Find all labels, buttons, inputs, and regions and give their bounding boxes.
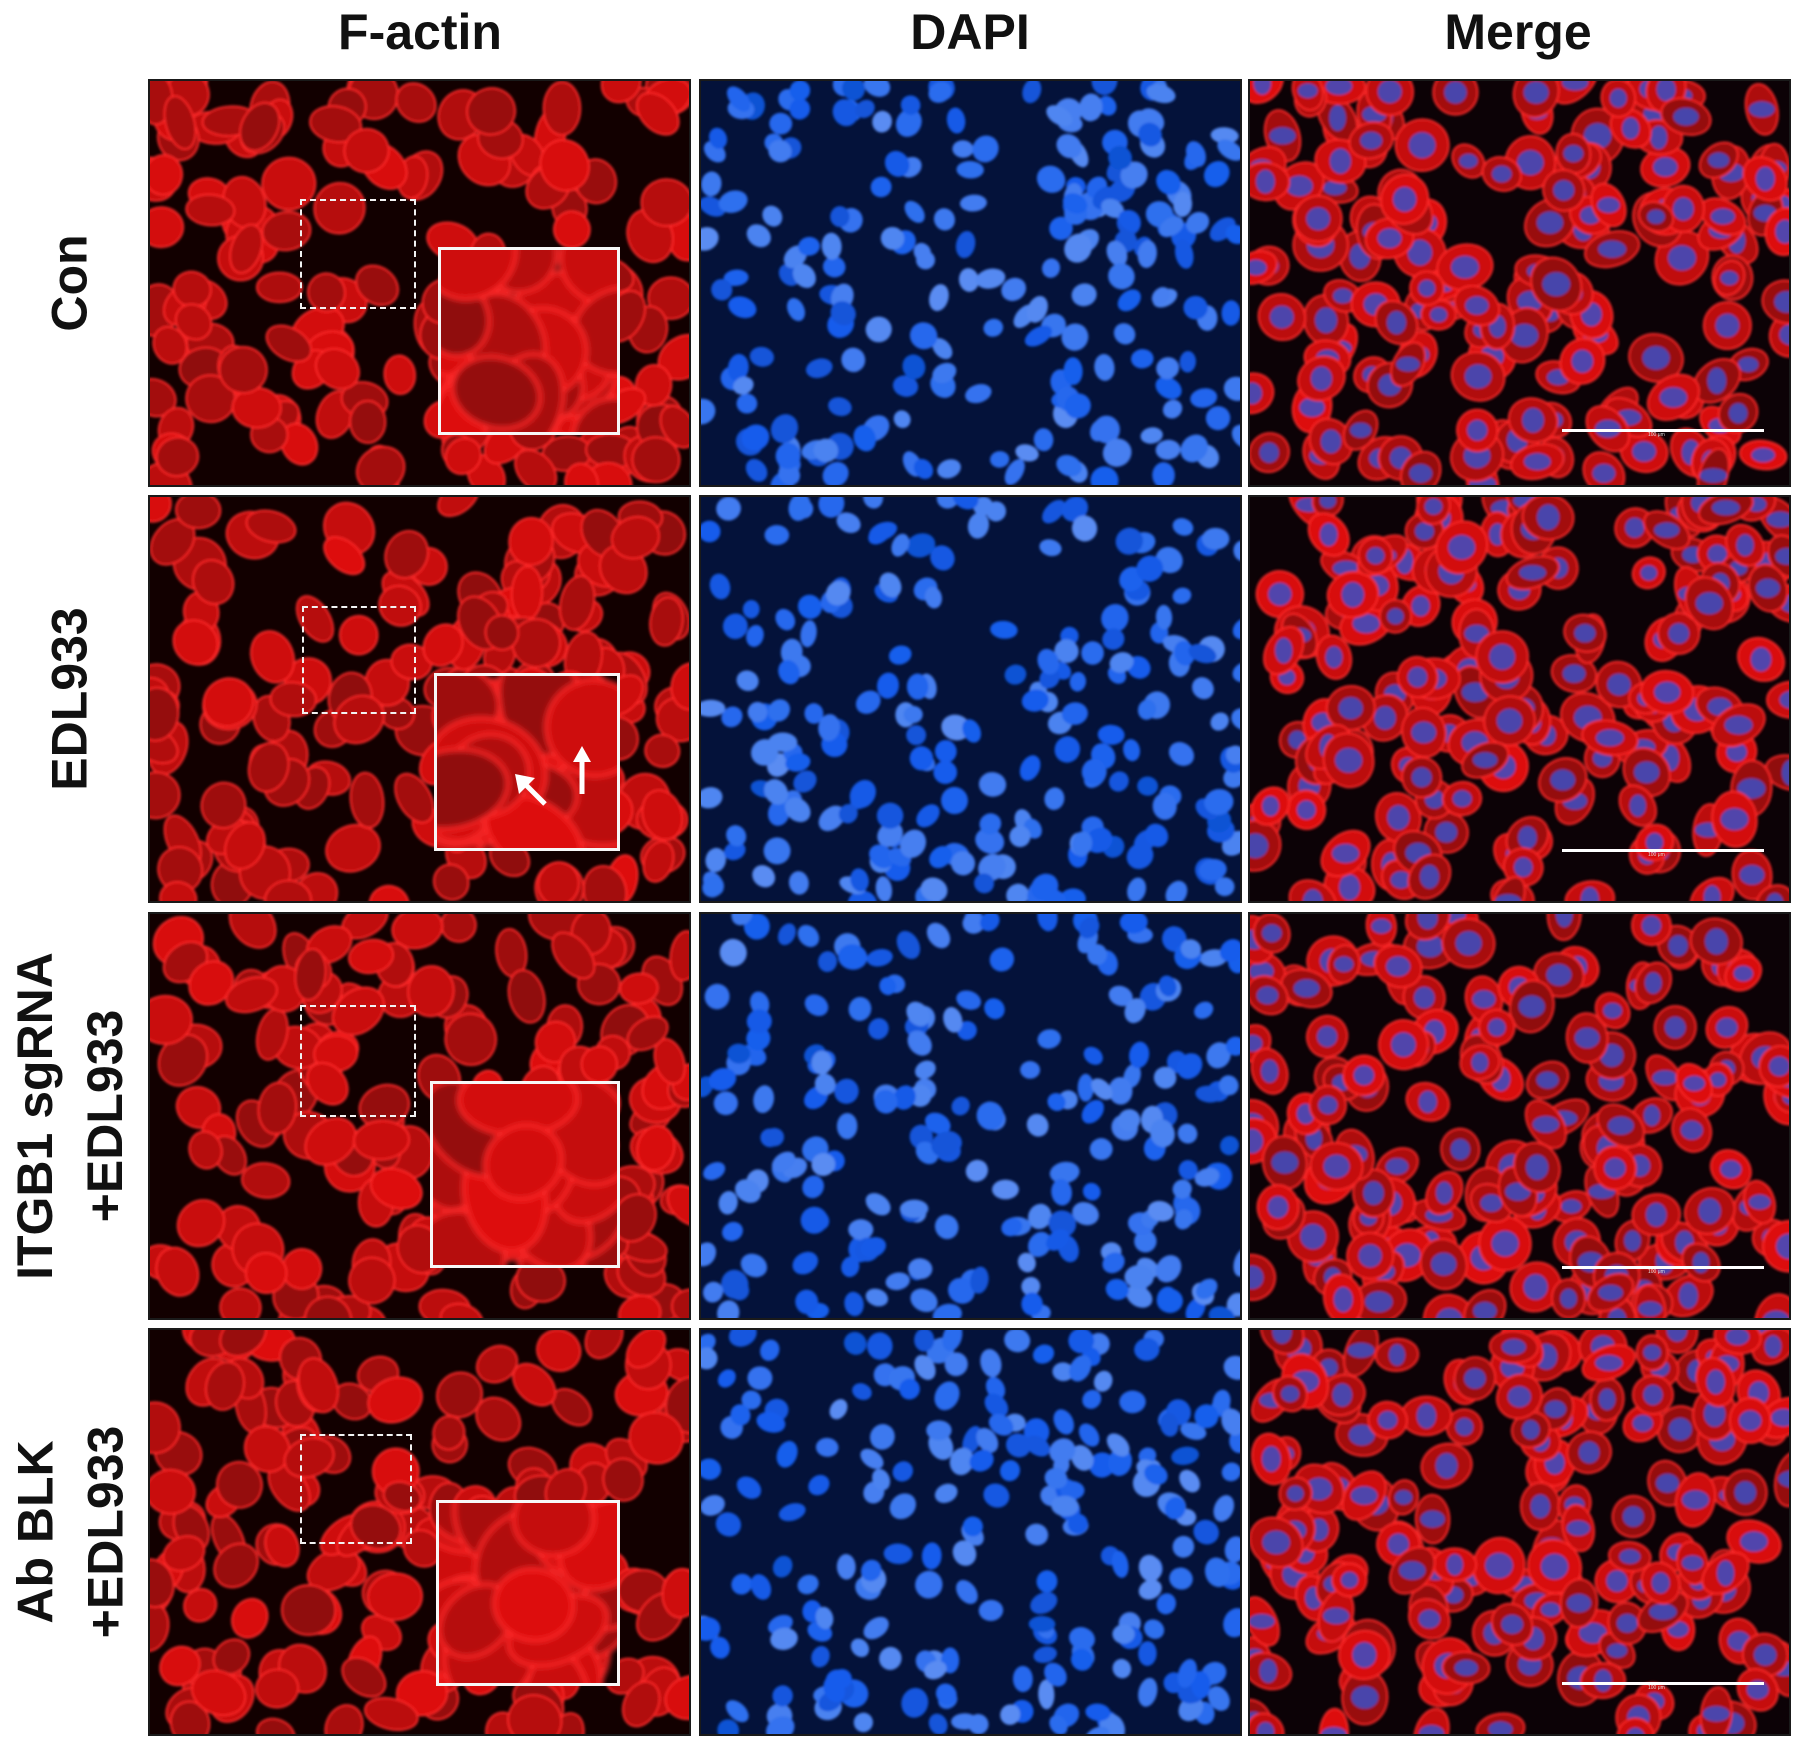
micrograph-merge — [1250, 914, 1789, 1318]
scale-bar-label: 100 μm — [1648, 852, 1665, 858]
panel-dapi-row-1 — [699, 79, 1242, 487]
inset-micrograph — [439, 1503, 617, 1683]
row-label-ab-blk-edl933: Ab BLK +EDL933 — [0, 1328, 140, 1736]
inset-micrograph — [437, 676, 617, 848]
column-title-dapi: DAPI — [910, 4, 1030, 60]
arrow-icon — [573, 746, 591, 794]
row-label-line: +EDL933 — [77, 1425, 133, 1639]
row-label-con: Con — [0, 79, 140, 487]
micrograph-dapi — [701, 497, 1240, 901]
zoom-inset — [430, 1081, 620, 1268]
inset-micrograph — [433, 1084, 617, 1265]
zoom-region-box — [300, 199, 416, 309]
zoom-region-box — [300, 1434, 412, 1544]
scale-bar — [1562, 1682, 1764, 1685]
zoom-region-box — [300, 1005, 416, 1117]
micrograph-factin — [150, 914, 689, 1318]
micrograph-dapi — [701, 81, 1240, 485]
micrograph-merge — [1250, 497, 1789, 901]
zoom-inset — [434, 673, 620, 851]
scale-bar-label: 100 μm — [1648, 1685, 1665, 1691]
zoom-inset — [436, 1500, 620, 1686]
row-label-line: EDL933 — [42, 607, 98, 791]
panel-merge-row-2 — [1248, 495, 1791, 903]
panel-factin-row-3 — [148, 912, 691, 1320]
column-title-factin: F-actin — [338, 4, 502, 60]
panel-dapi-row-4 — [699, 1328, 1242, 1736]
row-label-line: +EDL933 — [77, 1009, 133, 1223]
row-label-line: Con — [41, 234, 98, 332]
panel-dapi-row-2 — [699, 495, 1242, 903]
arrow-icon — [515, 774, 547, 806]
scale-bar — [1562, 1266, 1764, 1269]
micrograph-dapi — [701, 1330, 1240, 1734]
micrograph-merge — [1250, 81, 1789, 485]
scale-bar — [1562, 849, 1764, 852]
panel-merge-row-3 — [1248, 912, 1791, 1320]
micrograph-factin — [150, 81, 689, 485]
column-title-merge: Merge — [1444, 4, 1592, 60]
scale-bar-label: 100 μm — [1648, 1269, 1665, 1275]
scale-bar — [1562, 429, 1764, 432]
panel-merge-row-4 — [1248, 1328, 1791, 1736]
row-label-edl933: EDL933 — [0, 495, 140, 903]
row-label-line: ITGB1 sgRNA — [7, 952, 63, 1280]
row-label-itgb1-sgrna-edl933: ITGB1 sgRNA +EDL933 — [0, 912, 140, 1320]
inset-micrograph — [441, 250, 617, 432]
panel-dapi-row-3 — [699, 912, 1242, 1320]
panel-factin-row-2 — [148, 495, 691, 903]
scale-bar-label: 100 μm — [1648, 432, 1665, 438]
row-label-line: Ab BLK — [7, 1440, 63, 1624]
micrograph-dapi — [701, 914, 1240, 1318]
panel-merge-row-1 — [1248, 79, 1791, 487]
zoom-region-box — [302, 606, 416, 714]
micrograph-merge — [1250, 1330, 1789, 1734]
panel-factin-row-1 — [148, 79, 691, 487]
zoom-inset — [438, 247, 620, 435]
panel-factin-row-4 — [148, 1328, 691, 1736]
